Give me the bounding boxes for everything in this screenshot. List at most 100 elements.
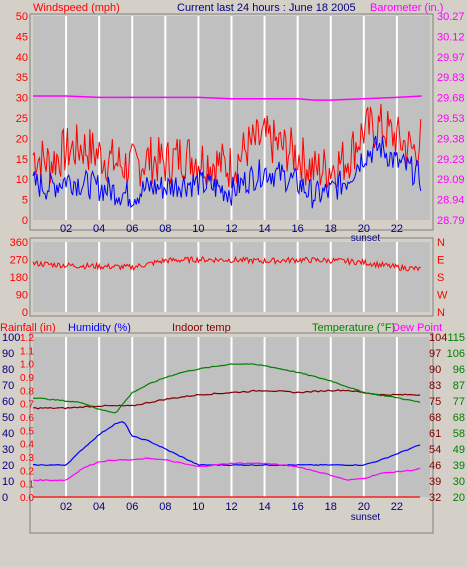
rain-y-tick-label: 0.3 — [20, 453, 34, 464]
temp-x-tick-label: 06 — [126, 501, 138, 513]
indoor-y-tick-label: 68 — [429, 412, 441, 424]
baro-y-tick-label: 30.12 — [437, 31, 465, 43]
wind-x-tick-label: 04 — [93, 223, 105, 235]
windspeed-title: Windspeed (mph) — [33, 2, 120, 14]
wind-y-tick-label: 0 — [22, 215, 28, 227]
rain-y-tick-label: 0.8 — [20, 386, 34, 397]
rainfall-title: Rainfall (in) — [0, 322, 56, 334]
temp-x-tick-label: 14 — [258, 501, 270, 513]
wind-x-tick-label: 12 — [225, 223, 237, 235]
humidity-y-tick-label: 40 — [2, 428, 14, 440]
humidity-y-tick-label: 90 — [2, 348, 14, 360]
temp-x-tick-label: 02 — [60, 501, 72, 513]
baro-y-tick-label: 29.83 — [437, 72, 465, 84]
baro-y-tick-label: 28.94 — [437, 195, 465, 207]
dewpoint-line — [32, 457, 421, 482]
indoor-temp-line — [32, 389, 421, 410]
direction-compass-label: N — [437, 307, 445, 319]
wind-y-tick-label: 25 — [16, 113, 28, 125]
humidity-y-tick-label: 80 — [2, 364, 14, 376]
direction-y-tick-label: 270 — [10, 255, 28, 267]
wind-y-tick-label: 35 — [16, 72, 28, 84]
temperature-line — [32, 363, 421, 414]
direction-y-tick-label: 180 — [10, 272, 28, 284]
panel-frame-3 — [29, 332, 434, 534]
baro-y-tick-label: 29.53 — [437, 113, 465, 125]
wind-x-tick-label: 06 — [126, 223, 138, 235]
temp-y-tick-label: 68 — [453, 412, 465, 424]
direction-y-tick-label: 0 — [22, 307, 28, 319]
direction-y-tick-label: 360 — [10, 237, 28, 249]
wind-y-tick-label: 50 — [16, 11, 28, 23]
baro-y-tick-label: 28.79 — [437, 215, 465, 227]
indoor-y-tick-label: 104 — [429, 332, 447, 344]
humidity-line — [33, 421, 421, 467]
rain-y-tick-label: 0.2 — [20, 466, 34, 477]
temp-y-tick-label: 106 — [447, 348, 465, 360]
rain-y-tick-label: 0.9 — [20, 373, 34, 384]
indoor-y-tick-label: 90 — [429, 364, 441, 376]
temp-x-tick-label: 20 — [358, 501, 370, 513]
humidity-y-tick-label: 50 — [2, 412, 14, 424]
temp-y-tick-label: 115 — [447, 332, 465, 344]
indoor-y-tick-label: 54 — [429, 444, 441, 456]
temp-y-tick-label: 20 — [453, 492, 465, 504]
wind-y-tick-label: 30 — [16, 93, 28, 105]
wind-x-tick-label: 08 — [159, 223, 171, 235]
temp-y-tick-label: 39 — [453, 460, 465, 472]
direction-compass-label: S — [437, 272, 444, 284]
wind-y-tick-label: 40 — [16, 52, 28, 64]
rain-y-tick-label: 0.0 — [20, 493, 34, 504]
indoor-y-tick-label: 97 — [429, 348, 441, 360]
humidity-y-tick-label: 10 — [2, 476, 14, 488]
humidity-y-tick-label: 0 — [2, 492, 8, 504]
wind-y-tick-label: 5 — [22, 195, 28, 207]
windspeed-gust-line — [32, 103, 422, 190]
wind-sunset-label: sunset — [351, 233, 381, 244]
baro-y-tick-label: 29.09 — [437, 174, 465, 186]
rain-y-tick-label: 0.4 — [20, 440, 34, 451]
wind-x-tick-label: 22 — [391, 223, 403, 235]
humidity-y-tick-label: 20 — [2, 460, 14, 472]
wind-x-tick-label: 10 — [192, 223, 204, 235]
rain-y-tick-label: 0.6 — [20, 413, 34, 424]
temp-x-tick-label: 16 — [292, 501, 304, 513]
rain-y-tick-label: 1.0 — [20, 360, 34, 371]
barometer-line — [33, 95, 422, 101]
windspeed-avg-line — [32, 135, 422, 209]
wind-y-tick-label: 15 — [16, 154, 28, 166]
temp-x-tick-label: 08 — [159, 501, 171, 513]
humidity-y-tick-label: 60 — [2, 396, 14, 408]
temp-x-tick-label: 10 — [192, 501, 204, 513]
panel-frame-1 — [29, 13, 434, 231]
humidity-title: Humidity (%) — [68, 322, 131, 334]
temp-x-tick-label: 04 — [93, 501, 105, 513]
rain-y-tick-label: 0.5 — [20, 426, 34, 437]
temp-y-tick-label: 49 — [453, 444, 465, 456]
temp-x-tick-label: 22 — [391, 501, 403, 513]
temp-y-tick-label: 58 — [453, 428, 465, 440]
direction-y-tick-label: 90 — [16, 290, 28, 302]
humidity-y-tick-label: 100 — [2, 332, 20, 344]
rain-y-tick-label: 1.1 — [20, 346, 34, 357]
dewpoint-title: Dew Point — [392, 322, 442, 334]
temp-y-tick-label: 30 — [453, 476, 465, 488]
direction-compass-label: N — [437, 237, 445, 249]
temp-y-tick-label: 77 — [453, 396, 465, 408]
temp-y-tick-label: 96 — [453, 364, 465, 376]
chart-date-title: Current last 24 hours : June 18 2005 — [177, 2, 356, 14]
baro-y-tick-label: 29.23 — [437, 154, 465, 166]
indoor-y-tick-label: 61 — [429, 428, 441, 440]
indoor-temp-title: Indoor temp — [172, 322, 231, 334]
indoor-y-tick-label: 75 — [429, 396, 441, 408]
baro-y-tick-label: 30.27 — [437, 11, 465, 23]
rain-y-tick-label: 0.1 — [20, 480, 34, 491]
wind-y-tick-label: 45 — [16, 31, 28, 43]
wind-x-tick-label: 14 — [258, 223, 270, 235]
indoor-y-tick-label: 32 — [429, 492, 441, 504]
direction-compass-label: W — [437, 290, 448, 302]
temperature-title: Temperature (°F) — [312, 322, 395, 334]
wind-y-tick-label: 10 — [16, 174, 28, 186]
temp-sunset-label: sunset — [351, 512, 381, 523]
